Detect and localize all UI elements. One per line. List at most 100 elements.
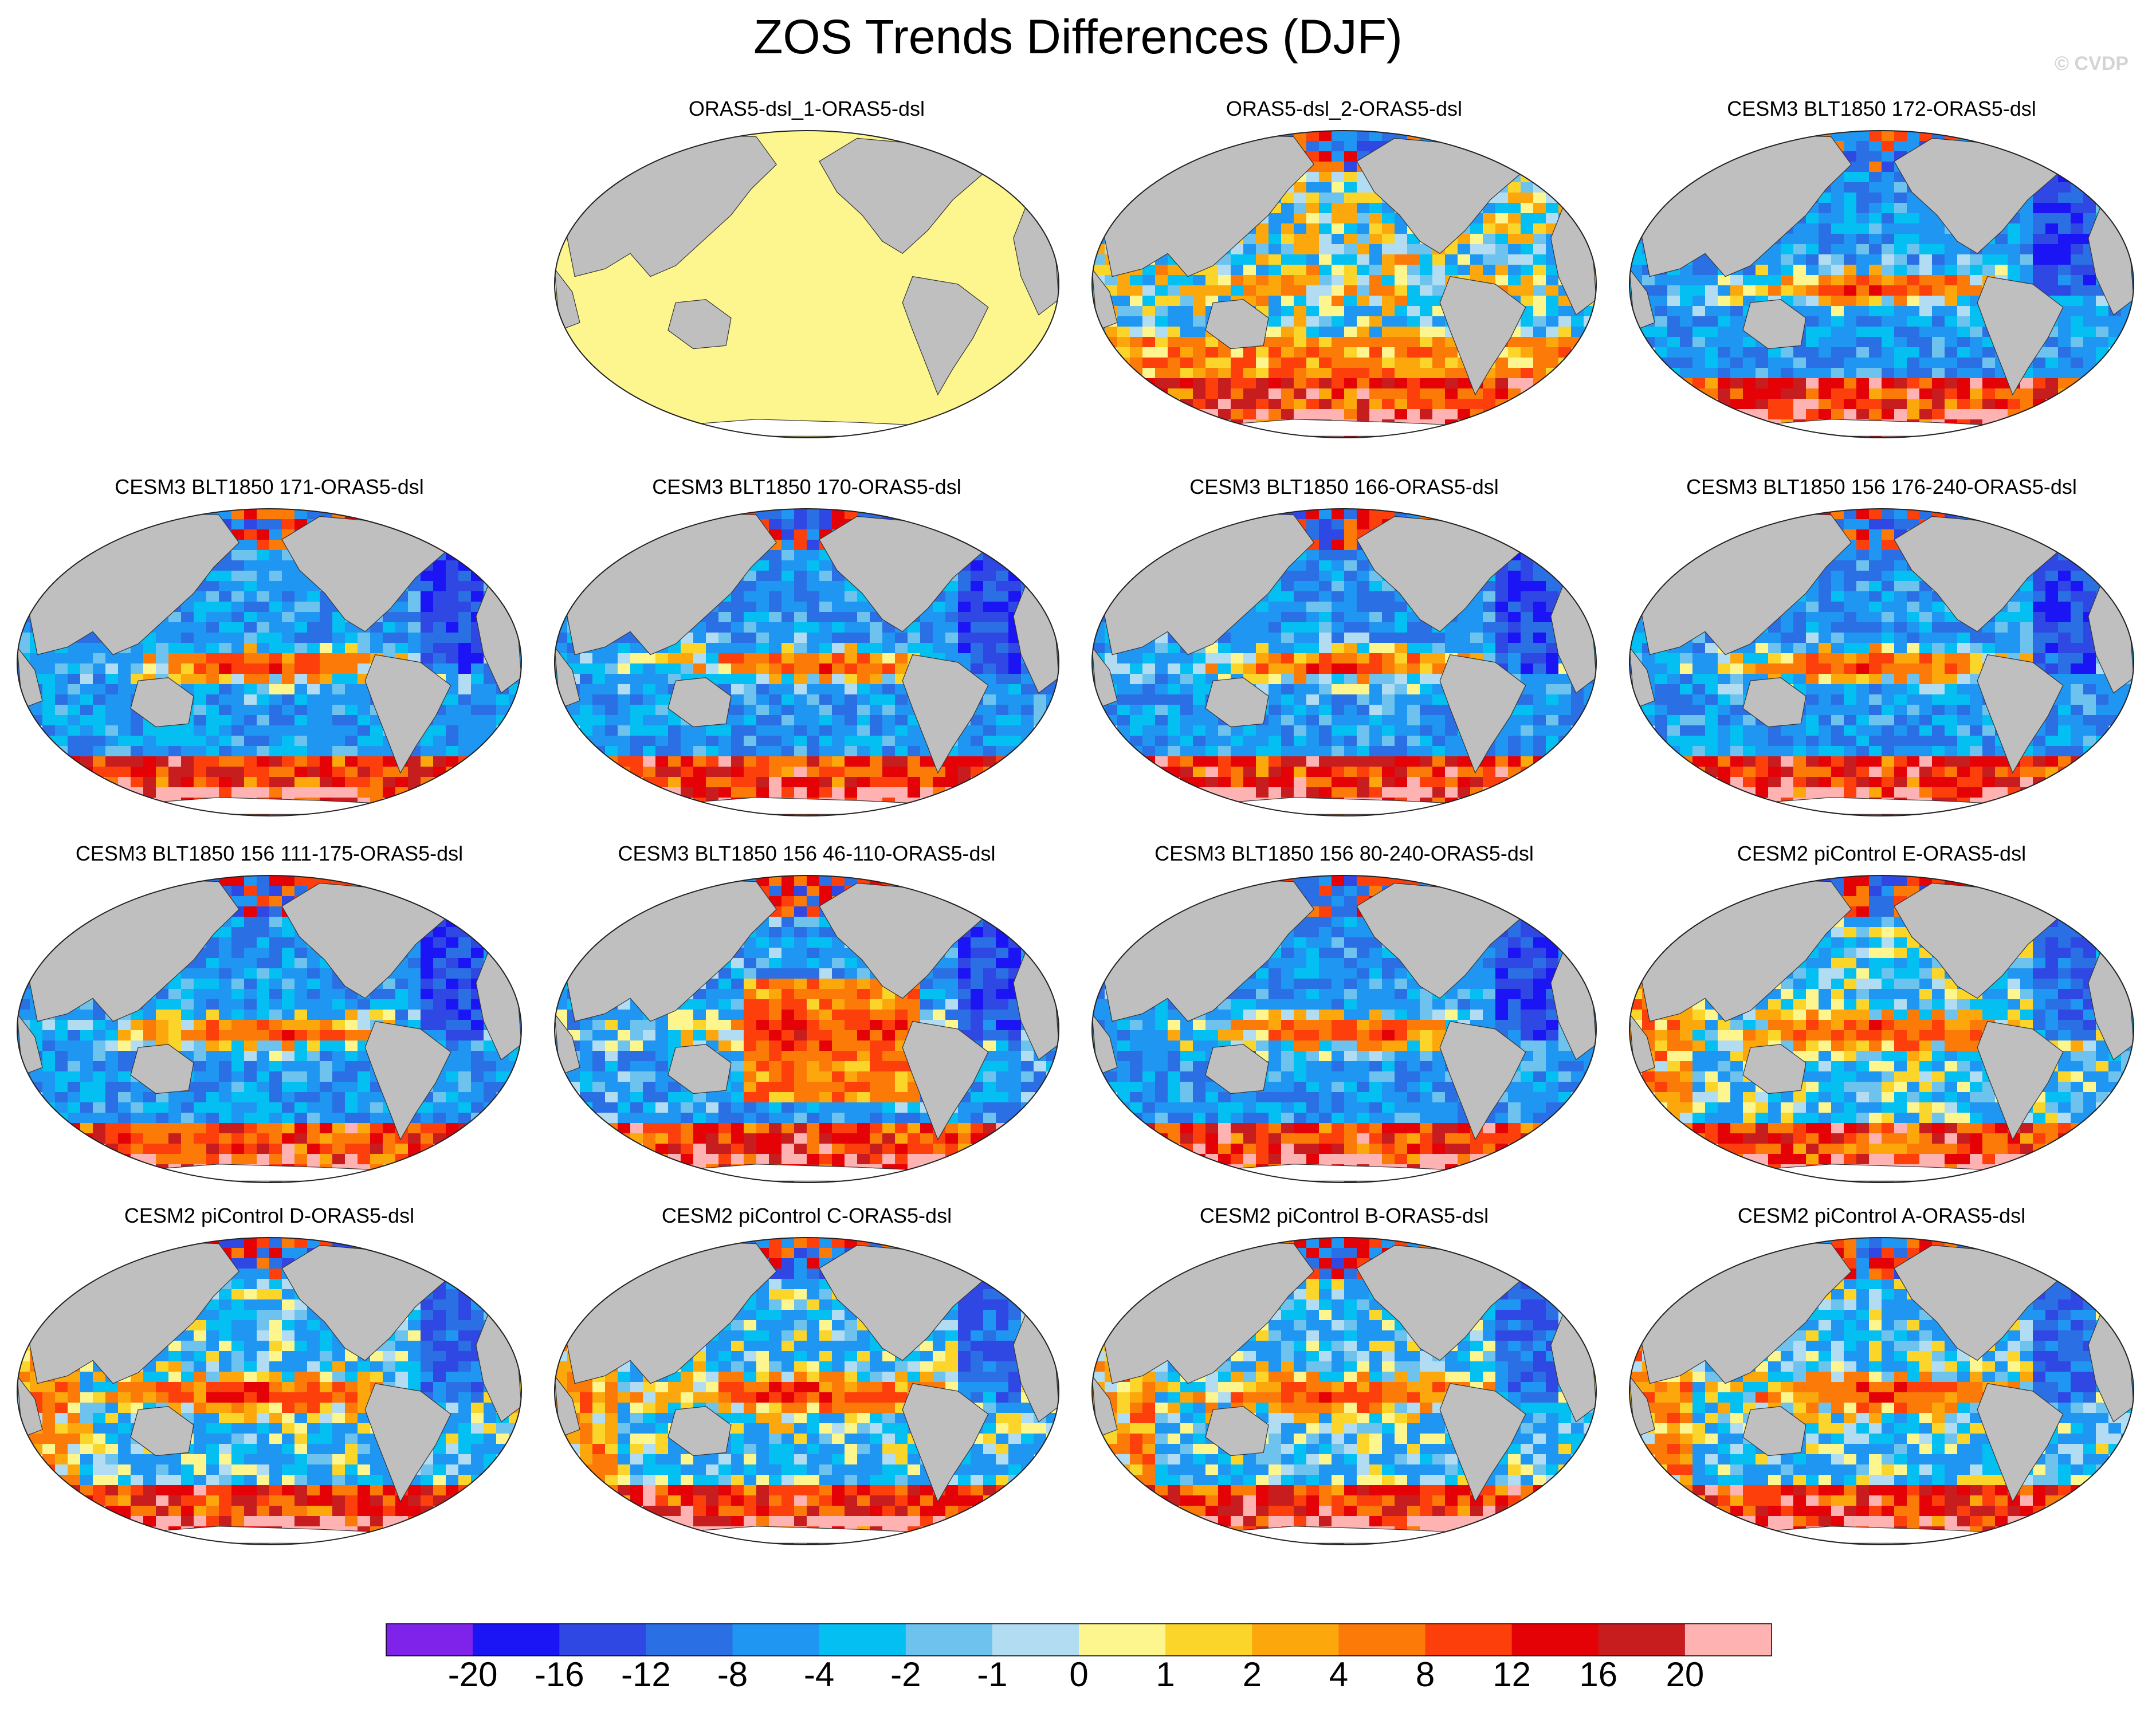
data-cell — [1558, 684, 1572, 695]
data-cell — [1357, 358, 1370, 368]
data-cell — [1142, 715, 1156, 726]
data-cell — [1193, 358, 1206, 368]
data-cell — [105, 756, 119, 767]
data-cell — [1957, 296, 1970, 307]
data-cell — [1218, 378, 1231, 389]
data-cell — [1793, 275, 1807, 286]
data-cell — [206, 767, 219, 778]
data-cell — [1982, 244, 1996, 255]
data-cell — [794, 519, 807, 530]
data-cell — [231, 736, 245, 747]
data-cell — [1743, 358, 1756, 368]
data-cell — [1319, 571, 1332, 582]
data-cell — [2045, 244, 2059, 255]
data-cell — [1269, 787, 1282, 798]
data-cell — [1882, 182, 1895, 193]
data-cell — [1344, 663, 1357, 674]
data-cell — [1021, 715, 1034, 726]
data-cell — [1932, 296, 1945, 307]
data-cell — [983, 705, 996, 716]
data-cell — [971, 756, 984, 767]
data-cell — [794, 787, 807, 798]
data-cell — [282, 622, 295, 633]
data-cell — [1319, 347, 1332, 358]
data-cell — [206, 694, 219, 705]
data-cell — [1407, 285, 1420, 296]
data-cell — [1458, 633, 1471, 643]
data-cell — [433, 622, 446, 633]
data-cell — [819, 777, 832, 788]
data-cell — [1869, 285, 1882, 296]
data-cell — [383, 643, 396, 654]
data-cell — [1882, 234, 1895, 245]
data-cell — [1533, 358, 1546, 368]
data-cell — [744, 581, 757, 592]
data-cell — [744, 694, 757, 705]
data-cell — [1306, 172, 1319, 183]
data-cell — [1117, 663, 1130, 674]
data-cell — [655, 715, 669, 726]
map-outline — [1091, 130, 1597, 438]
data-cell — [1495, 358, 1509, 368]
data-cell — [1180, 306, 1193, 317]
data-cell — [794, 705, 807, 716]
data-cell — [1357, 234, 1370, 245]
data-cell — [1743, 285, 1756, 296]
data-cell — [1243, 399, 1256, 410]
data-cell — [1571, 705, 1584, 716]
data-cell — [958, 633, 971, 643]
data-cell — [1269, 254, 1282, 265]
data-cell — [244, 777, 257, 788]
data-cell — [945, 622, 959, 633]
data-cell — [857, 725, 870, 736]
data-cell — [257, 581, 270, 592]
map-panel: CESM3 BLT1850 156 176-240-ORAS5-dsl — [1624, 474, 2139, 841]
data-cell — [408, 612, 421, 623]
data-cell — [857, 736, 870, 747]
data-cell — [269, 746, 282, 757]
data-cell — [1458, 612, 1471, 623]
data-cell — [1831, 347, 1844, 358]
data-cell — [819, 674, 832, 685]
data-cell — [1907, 347, 1920, 358]
data-cell — [1306, 131, 1319, 142]
data-cell — [1521, 378, 1534, 389]
data-cell — [1155, 756, 1168, 767]
data-cell — [181, 736, 194, 747]
data-cell — [1142, 694, 1156, 705]
data-cell — [945, 612, 959, 623]
data-cell — [1180, 694, 1193, 705]
data-cell — [1407, 327, 1420, 337]
data-cell — [345, 694, 358, 705]
data-cell — [1919, 378, 1933, 389]
data-cell — [80, 694, 93, 705]
data-cell — [744, 591, 757, 602]
data-cell — [1193, 347, 1206, 358]
data-cell — [2020, 265, 2033, 276]
data-cell — [2045, 213, 2059, 224]
data-cell — [1344, 633, 1357, 643]
data-cell — [2071, 244, 2084, 255]
data-cell — [433, 746, 446, 757]
data-cell — [42, 663, 56, 674]
data-cell — [1231, 275, 1244, 286]
map-svg — [17, 508, 522, 816]
data-cell — [358, 756, 371, 767]
data-cell — [1420, 777, 1433, 788]
data-cell — [781, 756, 795, 767]
data-cell — [1995, 409, 2008, 420]
data-cell — [1256, 358, 1269, 368]
data-cell — [706, 787, 719, 798]
data-cell — [1907, 213, 1920, 224]
data-cell — [807, 509, 820, 520]
data-cell — [1344, 234, 1357, 245]
data-cell — [1256, 736, 1269, 747]
panel-title: CESM3 BLT1850 172-ORAS5-dsl — [1727, 97, 2036, 120]
data-cell — [1420, 285, 1433, 296]
data-cell — [1256, 409, 1269, 420]
data-cell — [718, 602, 732, 612]
data-cell — [282, 694, 295, 705]
data-cell — [383, 622, 396, 633]
data-cell — [870, 787, 883, 798]
data-cell — [118, 736, 131, 747]
